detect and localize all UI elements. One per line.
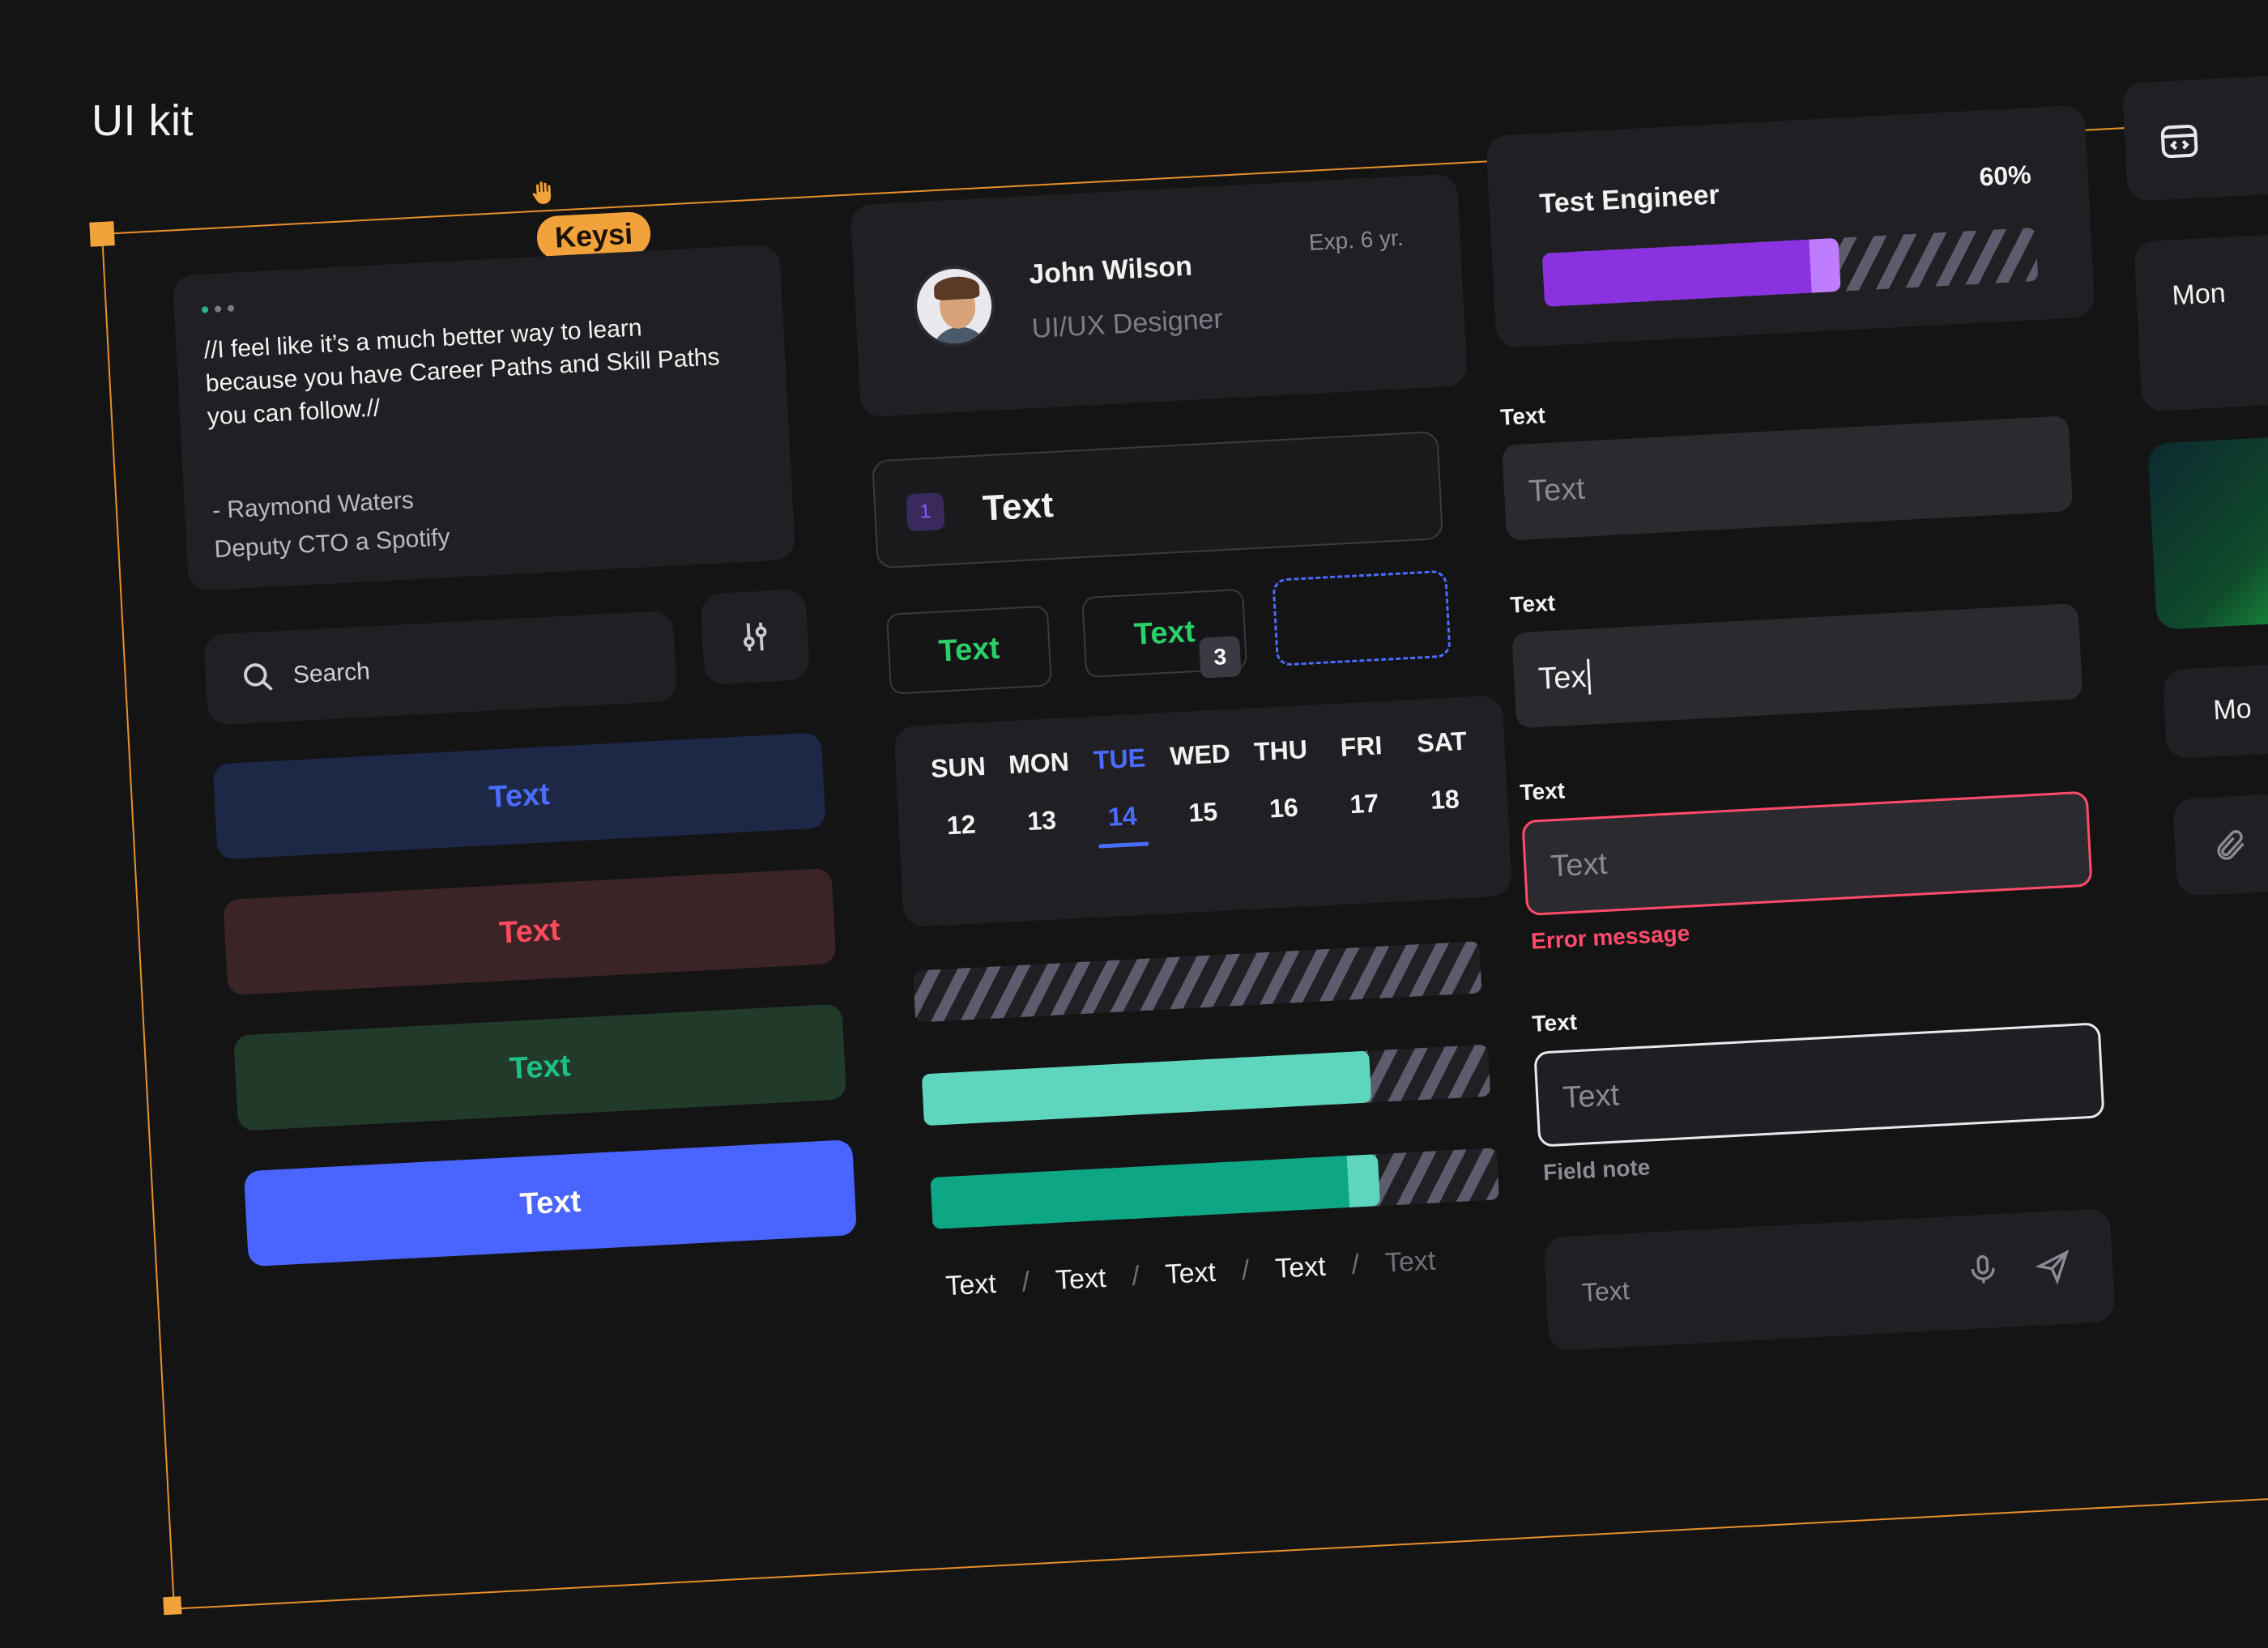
page-title: UI kit [92, 96, 194, 145]
text-field-error[interactable]: Text [1521, 790, 2093, 917]
calendar-date[interactable]: 12 [945, 809, 977, 841]
calendar-day-sun: SUN [930, 751, 987, 784]
field-label: Text [1509, 590, 1556, 618]
week-calendar: SUN MON TUE WED THU FRI SAT 12 13 14 15 16 17 18 [893, 695, 1513, 928]
selection-border-bottom [173, 1489, 2268, 1610]
progress-bar-green [930, 1148, 1499, 1229]
microphone-icon[interactable] [1964, 1251, 2002, 1288]
chip-tag[interactable]: Text [885, 605, 1052, 695]
count-badge: 3 [1199, 636, 1242, 679]
side-card: Mon [2133, 231, 2268, 412]
progress-bar-teal [921, 1044, 1491, 1126]
card-dots [201, 278, 753, 313]
breadcrumb-item[interactable]: Text [1055, 1262, 1107, 1297]
job-progress-bar [1541, 228, 2039, 307]
calendar-date[interactable]: 15 [1187, 796, 1218, 828]
progress-bar-empty [913, 941, 1482, 1023]
numbered-field-text: Text [982, 484, 1055, 529]
send-icon[interactable] [2034, 1247, 2073, 1286]
message-placeholder: Text [1580, 1275, 1631, 1307]
calendar-day-tue: TUE [1093, 743, 1146, 775]
job-title: Test Engineer [1538, 179, 1720, 219]
breadcrumb-separator: / [1131, 1260, 1140, 1292]
sliders-icon [743, 622, 767, 652]
calendar-date[interactable]: 17 [1349, 788, 1379, 820]
calendar-date[interactable]: 13 [1026, 805, 1057, 837]
calendar-date-row: 12 13 14 15 16 17 18 [921, 783, 1486, 858]
paperclip-icon [2217, 830, 2245, 860]
breadcrumb: Text / Text / Text / Text / Text [944, 1244, 1462, 1302]
calendar-date[interactable]: 14 [1082, 799, 1164, 849]
testimonial-author: - Raymond Waters Deputy CTO a Spotify [211, 463, 767, 570]
text-field-default[interactable]: Text [1502, 415, 2074, 541]
button-primary[interactable]: Text [243, 1139, 858, 1267]
selected-date-indicator [1098, 841, 1149, 849]
breadcrumb-separator: / [1350, 1249, 1361, 1280]
breadcrumb-item[interactable]: Text [1274, 1250, 1327, 1284]
resize-handle-top-left[interactable] [89, 221, 115, 247]
attachment-card[interactable] [2172, 788, 2268, 896]
calendar-day-sat: SAT [1416, 726, 1468, 758]
breadcrumb-item[interactable]: Text [944, 1267, 997, 1302]
calendar-day-row: SUN MON TUE WED THU FRI SAT [918, 726, 1482, 785]
field-value: Tex [1537, 659, 1588, 696]
side-card: Mo [2162, 658, 2268, 760]
search-icon [244, 663, 273, 691]
profile-role: UI/UX Designer [1030, 303, 1224, 345]
field-note: Field note [1542, 1154, 1652, 1186]
message-input[interactable]: Text [1543, 1207, 2116, 1352]
side-card-label: Mon [2171, 277, 2227, 312]
job-percent: 60% [1978, 160, 2032, 192]
resize-handle-bottom-left[interactable] [163, 1596, 182, 1616]
job-progress-fill [1541, 237, 1841, 307]
breadcrumb-item[interactable]: Text [1383, 1245, 1437, 1279]
field-label: Text [1531, 1009, 1578, 1037]
profile-name: John Wilson [1028, 250, 1193, 291]
field-label: Text [1499, 402, 1546, 430]
calendar-day-wed: WED [1169, 738, 1231, 771]
error-message: Error message [1530, 920, 1690, 954]
profile-card[interactable]: John Wilson UI/UX Designer Exp. 6 yr. [850, 173, 1469, 418]
selection-border-left [101, 232, 175, 1608]
progress-fill-green [930, 1154, 1381, 1229]
avatar [911, 263, 997, 349]
calendar-date[interactable]: 16 [1268, 792, 1299, 824]
calendar-day-mon: MON [1008, 747, 1070, 780]
number-badge: 1 [906, 492, 945, 532]
calendar-date[interactable]: 18 [1430, 784, 1460, 815]
dashed-placeholder[interactable] [1272, 569, 1452, 666]
side-card-label: Mo [2212, 692, 2253, 726]
search-input[interactable]: Search [203, 610, 678, 726]
breadcrumb-separator: / [1021, 1266, 1031, 1298]
search-placeholder: Search [292, 658, 371, 689]
gradient-preview [2147, 432, 2268, 630]
breadcrumb-item[interactable]: Text [1164, 1256, 1217, 1290]
field-label: Text [1519, 777, 1566, 806]
button-secondary-blue[interactable]: Text [212, 732, 826, 860]
progress-fill-teal [921, 1050, 1372, 1126]
code-icon-card[interactable] [2121, 72, 2268, 202]
text-caret [1587, 658, 1592, 695]
text-field-focused[interactable]: Tex [1511, 603, 2083, 729]
hand-cursor-icon [531, 180, 552, 206]
breadcrumb-separator: / [1240, 1254, 1251, 1287]
code-window-icon [2160, 124, 2198, 159]
testimonial-card: //I feel like it’s a much better way to … [172, 244, 796, 591]
button-secondary-green[interactable]: Text [233, 1003, 847, 1131]
calendar-day-fri: FRI [1339, 730, 1383, 762]
button-secondary-red[interactable]: Text [223, 867, 837, 996]
numbered-field[interactable]: 1 Text [871, 430, 1444, 569]
profile-experience: Exp. 6 yr. [1308, 224, 1405, 255]
calendar-day-thu: THU [1253, 734, 1308, 767]
filter-button[interactable] [700, 589, 811, 685]
testimonial-quote: //I feel like it’s a much better way to … [202, 314, 721, 431]
text-field-outlined[interactable]: Text [1533, 1022, 2105, 1148]
job-progress-card: Test Engineer 60% [1486, 104, 2095, 349]
